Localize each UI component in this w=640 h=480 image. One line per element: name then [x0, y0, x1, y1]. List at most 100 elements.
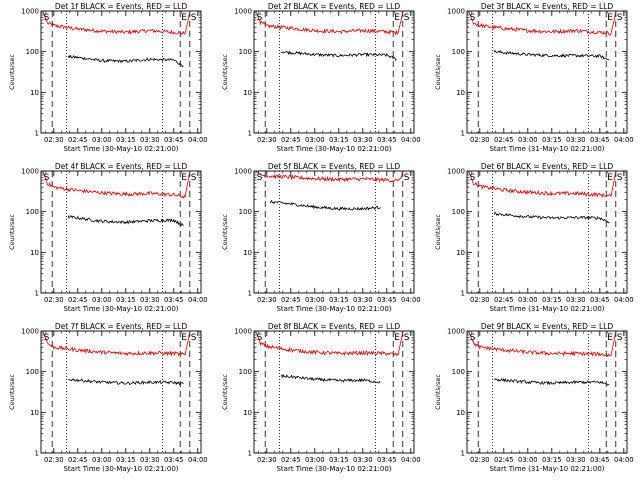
- y-axis-label: Counts/sec: [8, 214, 16, 250]
- x-axis-label: Start Time (30-May-10 02:21:00): [276, 305, 391, 313]
- x-tick-label: 04:00: [614, 136, 634, 144]
- segment-flag: S: [470, 333, 476, 343]
- x-tick-label: 02:45: [494, 456, 514, 464]
- segment-flag: E: [607, 13, 613, 23]
- y-tick-label: 100: [239, 368, 252, 376]
- y-tick-label: 1: [35, 130, 39, 138]
- segment-flag: E: [181, 333, 187, 343]
- y-tick-label: 1000: [21, 328, 39, 336]
- plot-frame: [40, 330, 202, 454]
- series-line-events: [67, 54, 184, 68]
- segment-flag: S: [257, 333, 263, 343]
- x-tick-label: 04:00: [614, 296, 634, 304]
- series-line-lld: [468, 171, 617, 198]
- y-tick-label: 1: [461, 130, 465, 138]
- plot-frame: [40, 10, 202, 134]
- segment-flag: S: [257, 173, 263, 183]
- y-tick-label: 1: [461, 290, 465, 298]
- segment-flag: S: [44, 173, 50, 183]
- x-tick-label: 02:45: [68, 136, 88, 144]
- x-tick-label: 03:30: [140, 136, 160, 144]
- y-tick-label: 10: [243, 89, 252, 97]
- y-axis-label: Counts/sec: [8, 374, 16, 410]
- series-line-lld: [42, 11, 191, 35]
- y-tick-label: 100: [452, 208, 465, 216]
- x-tick-label: 03:30: [140, 296, 160, 304]
- y-tick-label: 1000: [234, 8, 252, 16]
- plot-frame: [466, 10, 628, 134]
- segment-flag: E: [394, 333, 400, 343]
- series-line-events: [493, 49, 610, 61]
- x-axis-label: Start Time (30-May-10 02:21:00): [276, 145, 391, 153]
- series-line-lld: [468, 11, 617, 36]
- chart-title: Det 4f BLACK = Events, RED = LLD: [55, 162, 188, 171]
- x-axis-label: Start Time (30-May-10 02:21:00): [63, 465, 178, 473]
- x-tick-label: 03:00: [518, 456, 538, 464]
- x-tick-label: 03:15: [116, 456, 136, 464]
- x-axis-label: Start Time (30-May-10 02:21:00): [63, 145, 178, 153]
- y-tick-label: 10: [456, 89, 465, 97]
- x-tick-label: 03:45: [377, 296, 397, 304]
- segment-flag: S: [191, 333, 197, 343]
- series-line-events: [280, 373, 381, 384]
- segment-flag: S: [191, 173, 197, 183]
- segment-flag: S: [470, 173, 476, 183]
- x-tick-label: 03:00: [305, 456, 325, 464]
- x-tick-label: 02:45: [281, 456, 301, 464]
- x-tick-label: 03:45: [164, 136, 184, 144]
- x-tick-label: 03:00: [92, 296, 112, 304]
- y-axis-label: Counts/sec: [434, 214, 442, 250]
- x-tick-label: 04:00: [401, 456, 421, 464]
- series-line-events: [280, 50, 397, 61]
- x-tick-label: 03:30: [566, 136, 586, 144]
- series-line-events: [493, 211, 610, 224]
- series-line-events: [269, 199, 381, 211]
- x-axis-label: Start Time (31-May-10 02:21:00): [489, 465, 604, 473]
- y-axis-label: Counts/sec: [221, 374, 229, 410]
- x-tick-label: 02:45: [68, 456, 88, 464]
- plot-frame: [466, 170, 628, 294]
- segment-flag: S: [617, 13, 623, 23]
- x-tick-label: 02:30: [470, 456, 490, 464]
- chart-panel-3f: Det 3f BLACK = Events, RED = LLD Counts/s…: [434, 2, 634, 153]
- x-tick-label: 02:45: [68, 296, 88, 304]
- y-axis-label: Counts/sec: [8, 54, 16, 90]
- y-tick-label: 1: [461, 450, 465, 458]
- x-tick-label: 03:45: [590, 136, 610, 144]
- segment-flag: E: [607, 333, 613, 343]
- x-tick-label: 02:30: [257, 296, 277, 304]
- x-tick-label: 03:15: [329, 296, 349, 304]
- plot-frame: [466, 330, 628, 454]
- x-tick-label: 03:30: [353, 296, 373, 304]
- y-tick-label: 1: [35, 450, 39, 458]
- plot-frame: [40, 170, 202, 294]
- x-tick-label: 02:30: [470, 136, 490, 144]
- x-tick-label: 03:15: [116, 136, 136, 144]
- segment-flag: S: [257, 13, 263, 23]
- chart-title: Det 1f BLACK = Events, RED = LLD: [55, 2, 188, 11]
- y-tick-label: 1000: [447, 8, 465, 16]
- segment-flag: S: [470, 13, 476, 23]
- chart-panel-7f: Det 7f BLACK = Events, RED = LLD Counts/s…: [8, 322, 208, 473]
- chart-title: Det 7f BLACK = Events, RED = LLD: [55, 322, 188, 331]
- segment-flag: S: [44, 333, 50, 343]
- chart-panel-1f: Det 1f BLACK = Events, RED = LLD Counts/s…: [8, 2, 208, 153]
- chart-panel-6f: Det 6f BLACK = Events, RED = LLD Counts/s…: [434, 162, 634, 313]
- x-tick-label: 03:45: [590, 296, 610, 304]
- y-axis-label: Counts/sec: [221, 214, 229, 250]
- y-tick-label: 10: [456, 249, 465, 257]
- y-axis-label: Counts/sec: [221, 54, 229, 90]
- y-tick-label: 10: [30, 249, 39, 257]
- y-tick-label: 1000: [21, 8, 39, 16]
- x-tick-label: 03:30: [353, 456, 373, 464]
- segment-flag: S: [617, 333, 623, 343]
- y-tick-label: 1000: [21, 168, 39, 176]
- x-tick-label: 03:45: [377, 136, 397, 144]
- y-tick-label: 100: [452, 48, 465, 56]
- plot-frame: [253, 170, 415, 294]
- chart-title: Det 8f BLACK = Events, RED = LLD: [268, 322, 401, 331]
- series-line-lld: [468, 331, 617, 358]
- x-tick-label: 03:45: [590, 456, 610, 464]
- y-axis-label: Counts/sec: [434, 54, 442, 90]
- series-line-events: [493, 377, 610, 386]
